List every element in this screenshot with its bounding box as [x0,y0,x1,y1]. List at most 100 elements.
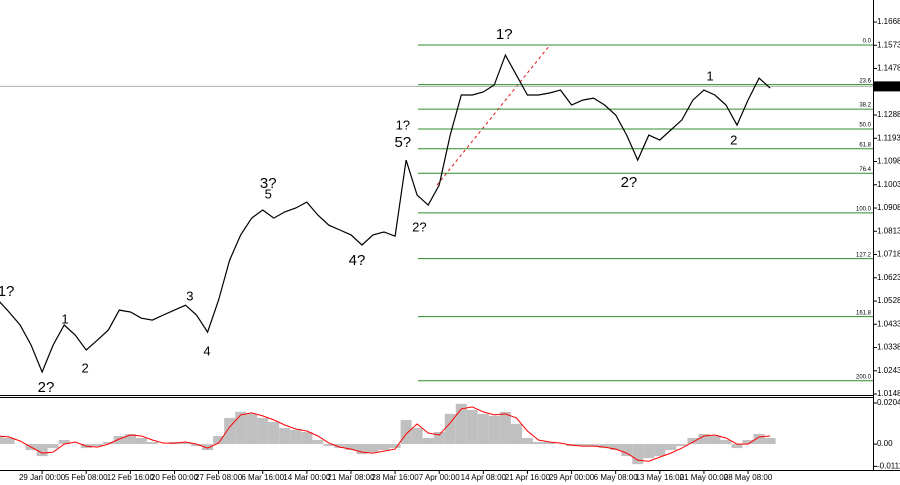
wave-label: 2? [621,174,638,191]
y-tick-label: 1.0718 [877,250,900,259]
osc-bar [488,415,500,445]
osc-bar [180,442,192,445]
osc-bar [268,421,280,445]
osc-bar [455,403,467,445]
last-price-label: 1.1405 [876,82,900,91]
osc-bar [643,444,655,459]
x-tick-label: 13 May 16:00 [636,473,685,482]
x-tick-label: 27 Feb 08:00 [195,473,243,482]
osc-bar [433,431,445,445]
osc-bar [146,442,158,445]
fib-label: 50.0 [859,123,871,129]
osc-bar [279,427,291,445]
osc-bar [753,434,765,445]
x-tick-label: 5 Feb 08:00 [65,473,108,482]
fib-label: 76.4 [859,167,871,173]
wave-label: 5? [394,134,411,151]
osc-bar [202,444,214,451]
wave-label: 3? [260,175,277,192]
x-tick-label: 21 Mar 08:00 [327,473,375,482]
fib-label: 200.0 [856,374,872,380]
wave-label: 1 [706,69,713,84]
osc-bar [499,411,511,445]
osc-bar [389,444,401,449]
osc-bar [742,440,754,445]
wave-label: 1? [396,117,410,132]
wave-label: 1 [61,312,68,327]
osc-bar [323,444,335,447]
signal-line [0,406,771,462]
osc-bar [356,444,368,455]
osc-bar [709,436,721,445]
y-tick-label: 1.1668 [877,17,900,26]
last-price-box [874,81,900,92]
osc-bar [532,442,544,445]
osc-bar [632,444,644,465]
y-tick-label: 1.0813 [877,226,900,235]
osc-bar [235,411,247,445]
y-tick-label: -0.0111 [877,461,900,470]
x-tick-label: 12 Feb 16:00 [107,473,155,482]
fib-label: 0.0 [863,39,872,45]
osc-bar [290,429,302,445]
osc-bar [213,436,225,445]
x-tick-label: 21 Apr 16:00 [505,473,551,482]
osc-bar [521,438,533,445]
wave-label: 2 [82,360,89,375]
wave-label: 4? [349,252,366,269]
osc-bar [345,444,357,451]
fib-label: 23.6 [859,78,871,84]
x-tick-label: 29 Apr 00:00 [549,473,595,482]
osc-bar [621,444,633,457]
wave-label: 4 [203,344,210,359]
y-tick-label: 1.1288 [877,110,900,119]
fib-label: 100.0 [856,206,872,212]
y-tick-label: 1.1193 [877,133,900,142]
y-tick-label: 1.0243 [877,366,900,375]
osc-bar [544,442,556,445]
osc-bar [676,444,688,447]
y-tick-label: 1.0623 [877,273,900,282]
y-tick-label: 0.00 [877,439,893,448]
osc-bar [444,413,456,445]
y-tick-label: 0.02042 [877,398,900,407]
x-tick-label: 14 Apr 08:00 [461,473,507,482]
wave-label: 5 [265,186,272,201]
osc-bar [510,423,522,445]
osc-bar [191,444,203,447]
osc-bar [378,444,390,451]
y-tick-label: 1.0528 [877,296,900,305]
osc-bar [477,413,489,445]
fib-label: 38.2 [859,103,871,109]
osc-bar [466,409,478,445]
osc-bar [367,444,379,453]
y-tick-label: 1.0148 [877,389,900,398]
osc-bar [91,444,103,447]
y-tick-label: 1.1003 [877,180,900,189]
osc-bar [257,417,269,445]
osc-bar [312,440,324,445]
osc-bar [610,444,622,451]
y-tick-label: 1.1098 [877,157,900,166]
y-tick-label: 1.0908 [877,203,900,212]
y-tick-label: 1.0433 [877,319,900,328]
price-line [0,53,771,374]
osc-bar [124,434,136,445]
osc-bar [224,417,236,445]
osc-bar [246,413,258,445]
osc-bar [720,440,732,445]
osc-bar [654,444,666,457]
x-tick-label: 20 Feb 00:00 [151,473,199,482]
osc-bar [731,444,743,449]
osc-bar [599,444,611,449]
fib-label: 127.2 [856,252,872,258]
y-tick-label: 1.0338 [877,343,900,352]
osc-bar [665,444,677,451]
osc-bar [0,436,4,445]
y-tick-label: 1.1478 [877,64,900,73]
osc-bar [58,440,70,445]
wave-label: 2? [412,220,426,235]
x-tick-label: 28 May 08:00 [724,473,773,482]
osc-bar [588,444,600,447]
